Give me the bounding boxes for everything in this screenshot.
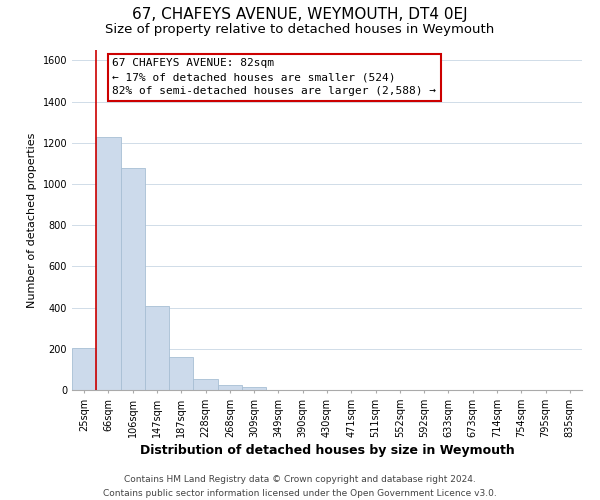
Bar bbox=[169, 357, 193, 390]
Bar bbox=[145, 306, 169, 390]
Bar bbox=[121, 168, 145, 390]
Text: 67, CHAFEYS AVENUE, WEYMOUTH, DT4 0EJ: 67, CHAFEYS AVENUE, WEYMOUTH, DT4 0EJ bbox=[132, 8, 468, 22]
Bar bbox=[96, 136, 121, 390]
Text: Contains HM Land Registry data © Crown copyright and database right 2024.
Contai: Contains HM Land Registry data © Crown c… bbox=[103, 476, 497, 498]
Bar bbox=[72, 348, 96, 390]
Y-axis label: Number of detached properties: Number of detached properties bbox=[27, 132, 37, 308]
Text: 67 CHAFEYS AVENUE: 82sqm
← 17% of detached houses are smaller (524)
82% of semi-: 67 CHAFEYS AVENUE: 82sqm ← 17% of detach… bbox=[112, 58, 436, 96]
Text: Size of property relative to detached houses in Weymouth: Size of property relative to detached ho… bbox=[106, 22, 494, 36]
Bar bbox=[242, 387, 266, 390]
Bar bbox=[193, 378, 218, 390]
Bar bbox=[218, 386, 242, 390]
X-axis label: Distribution of detached houses by size in Weymouth: Distribution of detached houses by size … bbox=[140, 444, 514, 457]
